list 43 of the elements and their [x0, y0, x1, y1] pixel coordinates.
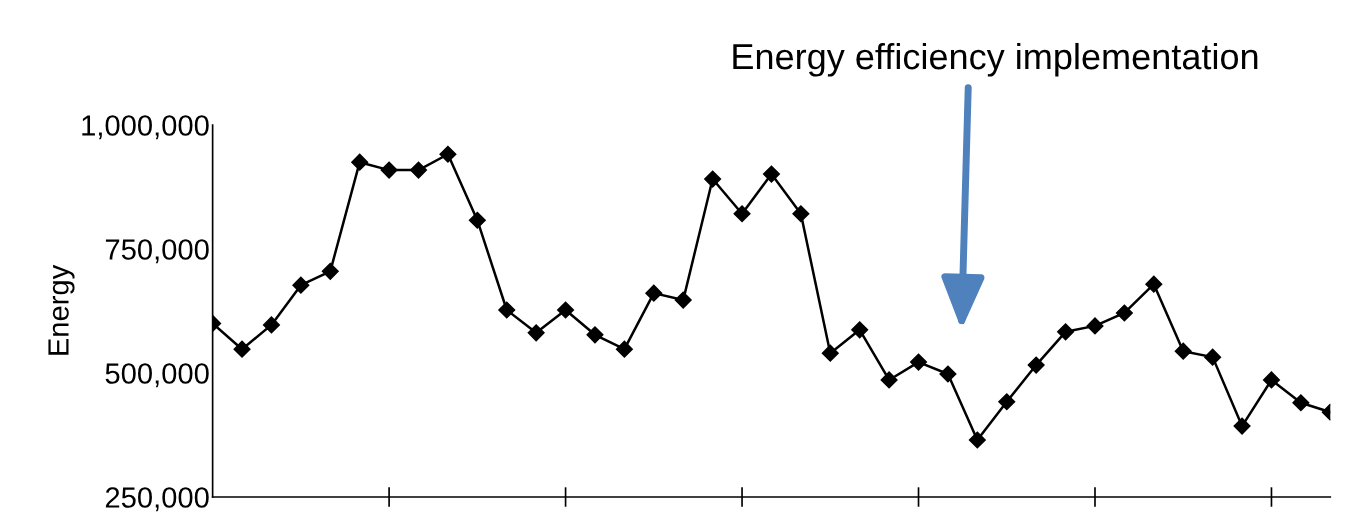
point: [645, 284, 663, 302]
point: [1292, 394, 1310, 412]
point: [821, 344, 839, 362]
point: [262, 316, 281, 334]
text: Energy efficiency implementation: [733, 42, 1258, 77]
point: [557, 301, 575, 319]
point: [1204, 348, 1222, 366]
point: [939, 365, 957, 383]
y-tick-label: 250,000: [105, 487, 209, 512]
point: [1145, 275, 1163, 293]
point: [704, 170, 722, 188]
point: [1086, 317, 1104, 335]
point: [909, 353, 928, 371]
point: [1115, 304, 1133, 322]
point: [792, 205, 810, 223]
point: [527, 324, 545, 342]
point: [1233, 417, 1251, 435]
point: [321, 262, 339, 280]
point: [1174, 342, 1192, 360]
y-axis-title: Energy: [48, 264, 75, 355]
point: [674, 291, 692, 309]
point: [498, 301, 516, 319]
y-tick-label: 750,000: [105, 239, 209, 264]
point: [615, 340, 633, 358]
point: [439, 145, 457, 163]
point: [968, 431, 986, 449]
point: [233, 340, 251, 358]
point: [380, 161, 398, 179]
point: [733, 205, 751, 223]
y-tick-label: 1,000,000: [82, 115, 209, 140]
point: [851, 321, 869, 339]
point: [409, 161, 428, 179]
point: [351, 153, 369, 171]
point: [468, 211, 486, 229]
point: [292, 276, 310, 294]
point: [1057, 323, 1075, 341]
point: [880, 371, 898, 389]
point: [1027, 356, 1045, 374]
point: [586, 326, 604, 344]
point: [1262, 371, 1281, 389]
point: [998, 393, 1016, 411]
y-tick-label: 500,000: [105, 363, 209, 388]
point: [762, 165, 781, 183]
